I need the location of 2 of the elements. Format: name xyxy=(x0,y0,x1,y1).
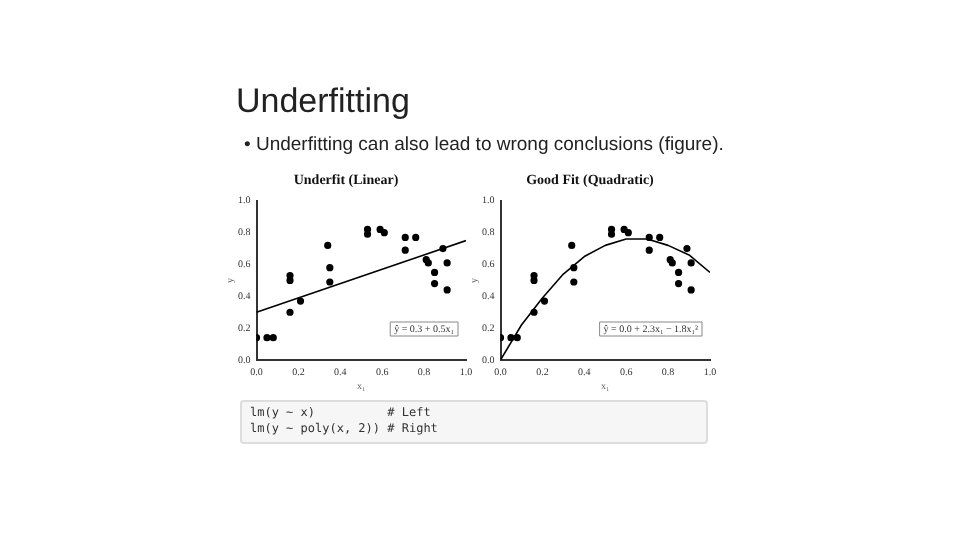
text: Underfitting xyxy=(236,82,410,122)
text: • Underfitting can also lead to wrong conclusions (figure). xyxy=(244,134,724,156)
